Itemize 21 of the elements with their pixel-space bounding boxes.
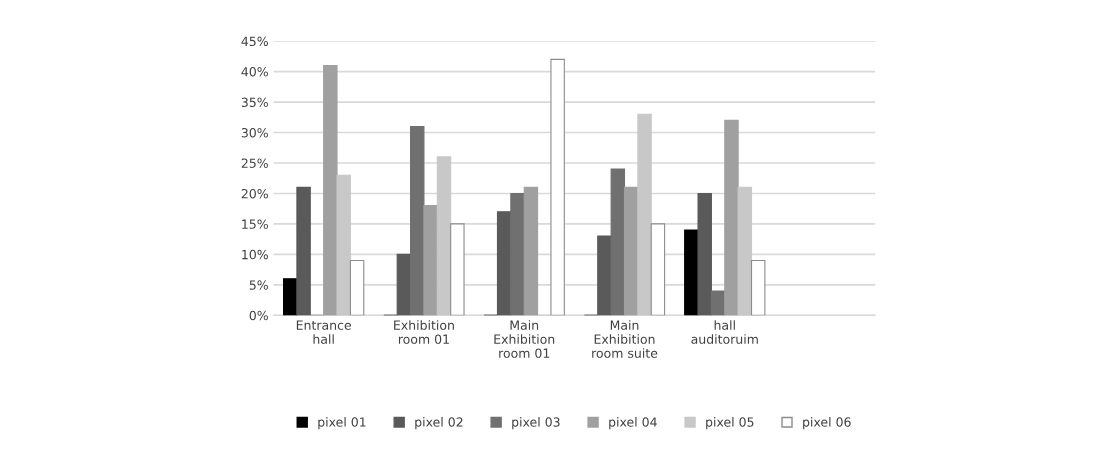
y-tick-label: 40% [241,67,268,77]
legend-label: pixel 04 [609,417,657,430]
y-tick-label: 15% [242,219,268,229]
y-tick-label: 20% [241,188,268,199]
x-tick-label: Main Exhibition room 01 [494,320,555,358]
y-tick-label: 0% [249,310,268,321]
x-tick-label: Main Exhibition room suite [592,320,658,358]
y-tick-label: 30% [241,128,268,138]
y-tick-label: 35% [241,97,268,107]
legend-label: pixel 02 [415,417,463,430]
y-tick-label: 25% [241,158,268,168]
y-tick-label: 45% [241,36,268,47]
y-tick-label: 10% [242,249,268,260]
x-tick-label: Entrance hall [296,320,351,344]
legend-label: pixel 05 [706,417,754,430]
y-tick-label: 5% [249,280,268,290]
x-tick-label: Exhibition room 01 [394,320,454,344]
legend-label: pixel 03 [512,417,560,430]
legend-label: pixel 01 [318,417,366,430]
x-tick-label: hall auditoruim [691,320,758,344]
legend-label: pixel 06 [803,417,851,430]
